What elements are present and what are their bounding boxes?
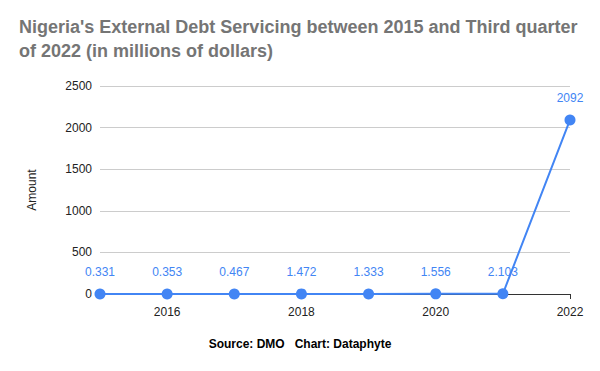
- svg-text:2092: 2092: [557, 91, 584, 105]
- svg-text:2.103: 2.103: [488, 265, 518, 279]
- svg-text:2020: 2020: [422, 305, 449, 319]
- svg-text:0: 0: [85, 287, 92, 301]
- svg-text:0.467: 0.467: [219, 265, 249, 279]
- svg-text:Source: DMO Chart: Dataphyte: Source: DMO Chart: Dataphyte: [209, 337, 392, 351]
- svg-text:0.331: 0.331: [85, 265, 115, 279]
- svg-text:2016: 2016: [154, 305, 181, 319]
- svg-text:2000: 2000: [65, 121, 92, 135]
- svg-text:1.333: 1.333: [354, 265, 384, 279]
- svg-text:1.556: 1.556: [421, 265, 451, 279]
- svg-text:of 2022 (in millions of dollar: of 2022 (in millions of dollars): [19, 41, 273, 61]
- svg-text:2022: 2022: [557, 305, 584, 319]
- svg-text:1.472: 1.472: [286, 265, 316, 279]
- svg-text:2500: 2500: [65, 79, 92, 93]
- svg-text:Amount: Amount: [25, 169, 39, 211]
- svg-text:500: 500: [72, 245, 92, 259]
- svg-text:1000: 1000: [65, 204, 92, 218]
- svg-text:2018: 2018: [288, 305, 315, 319]
- svg-text:0.353: 0.353: [152, 265, 182, 279]
- svg-text:Nigeria's External Debt Servic: Nigeria's External Debt Servicing betwee…: [19, 17, 582, 37]
- svg-text:1500: 1500: [65, 162, 92, 176]
